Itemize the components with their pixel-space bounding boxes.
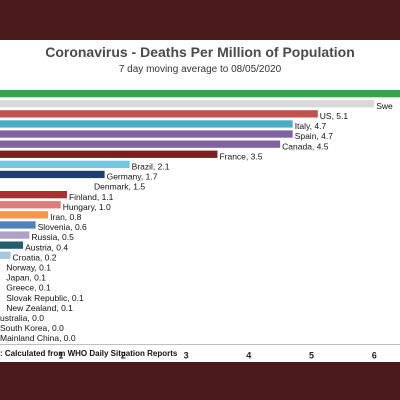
bar-7 xyxy=(0,160,130,168)
bar-label-17: Norway, 0.1 xyxy=(6,263,51,273)
bar-label-9: Denmark, 1.5 xyxy=(94,182,145,192)
bar-label-14: Russia, 0.5 xyxy=(31,232,74,242)
bar-label-6: France, 3.5 xyxy=(219,151,262,161)
bar-11 xyxy=(0,201,61,209)
bar-label-20: Slovak Republic, 0.1 xyxy=(6,293,84,303)
bar-14 xyxy=(0,231,30,239)
source-note: : Calculated from WHO Daily Situation Re… xyxy=(0,349,178,358)
bar-15 xyxy=(0,241,24,249)
bar-2 xyxy=(0,110,318,118)
bar-4 xyxy=(0,130,293,138)
bar-6 xyxy=(0,150,218,158)
bar-12 xyxy=(0,211,49,219)
bar-3 xyxy=(0,120,293,128)
bar-label-7: Brazil, 2.1 xyxy=(132,162,170,172)
bar-21 xyxy=(0,302,5,310)
bar-16 xyxy=(0,251,11,259)
bar-label-2: US, 5.1 xyxy=(320,111,349,121)
bar-10 xyxy=(0,191,67,199)
bar-20 xyxy=(0,292,5,300)
bar-label-12: Iran, 0.8 xyxy=(50,212,81,222)
bar-label-4: Spain, 4.7 xyxy=(295,131,334,141)
chart-panel: Coronavirus - Deaths Per Million of Popu… xyxy=(0,40,400,362)
bar-label-22: ustralia, 0.0 xyxy=(0,313,44,323)
bar-label-1: Swe xyxy=(376,101,393,111)
bar-label-18: Japan, 0.1 xyxy=(6,273,46,283)
x-tick-6: 6 xyxy=(372,351,377,361)
bar-8 xyxy=(0,170,105,179)
bar-18 xyxy=(0,271,5,280)
bar-label-11: Hungary, 1.0 xyxy=(63,202,111,212)
bar-0 xyxy=(0,90,400,98)
bar-label-5: Canada, 4.5 xyxy=(282,141,329,151)
bar-label-24: Mainland China, 0.0 xyxy=(0,333,76,343)
bar-label-8: Germany, 1.7 xyxy=(107,172,158,182)
bar-label-19: Greece, 0.1 xyxy=(6,283,51,293)
x-tick-1: 1 xyxy=(58,351,63,361)
bar-label-13: Slovenia, 0.6 xyxy=(38,222,87,232)
chart-title: Coronavirus - Deaths Per Million of Popu… xyxy=(45,44,355,60)
bar-label-16: Croatia, 0.2 xyxy=(13,252,57,262)
x-tick-4: 4 xyxy=(246,351,251,361)
chart-subtitle: 7 day moving average to 08/05/2020 xyxy=(118,64,282,75)
bar-label-23: South Korea, 0.0 xyxy=(0,323,64,333)
bar-13 xyxy=(0,221,36,229)
x-tick-2: 2 xyxy=(121,351,126,361)
bar-label-10: Finland, 1.1 xyxy=(69,192,114,202)
bar-label-3: Italy, 4.7 xyxy=(295,121,327,131)
bar-9 xyxy=(0,180,93,189)
bar-17 xyxy=(0,261,5,269)
x-tick-5: 5 xyxy=(309,351,314,361)
x-tick-3: 3 xyxy=(184,351,189,361)
bar-19 xyxy=(0,281,5,290)
bar-label-21: New Zealand, 0.1 xyxy=(6,303,73,313)
bar-1 xyxy=(0,100,375,108)
bar-label-15: Austria, 0.4 xyxy=(25,242,68,252)
bar-5 xyxy=(0,140,281,148)
